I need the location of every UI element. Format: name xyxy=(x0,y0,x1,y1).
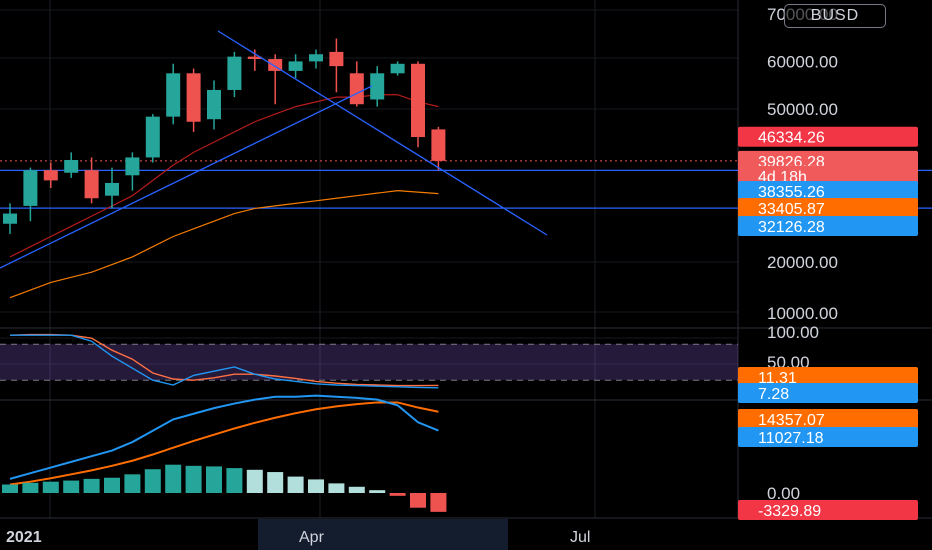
trendlines xyxy=(0,30,548,269)
x-tick-label: Jul xyxy=(570,529,590,546)
x-tick-label: Apr xyxy=(299,529,325,546)
histogram-bar xyxy=(42,481,59,493)
macd-y-tick: 0.00 xyxy=(767,484,800,503)
histogram-bar xyxy=(144,469,161,493)
price-badge: 33405.87 xyxy=(758,201,825,218)
price-badge: 46334.26 xyxy=(758,130,825,147)
price-badge-bg xyxy=(738,198,918,218)
y-tick-label: 10000.00 xyxy=(767,304,838,323)
histogram-bar xyxy=(348,486,365,493)
price-badge-bg xyxy=(738,181,918,201)
price-badge-bg xyxy=(738,126,918,147)
histogram-bar xyxy=(267,472,284,493)
macd-badge: 11027.18 xyxy=(758,430,824,447)
price-badge-bg xyxy=(738,216,918,236)
histogram-bar xyxy=(410,493,426,508)
macd-line xyxy=(9,394,439,480)
candle-body xyxy=(329,51,344,67)
histogram-bar xyxy=(389,493,406,496)
histogram-bar xyxy=(328,483,345,493)
candle-body xyxy=(268,59,283,71)
price-badge: 38355.26 xyxy=(758,184,825,201)
macd-histogram xyxy=(2,464,447,512)
candle-body xyxy=(370,73,385,100)
candle-body xyxy=(145,116,160,158)
histogram-bar xyxy=(83,478,100,493)
candle-body xyxy=(84,170,99,199)
x-axis: 2021 Apr Jul xyxy=(6,519,590,550)
ascending-trendline xyxy=(0,85,373,269)
stochastic-badge: 11.31 xyxy=(758,370,797,387)
macd-badge-bg xyxy=(738,409,918,429)
histogram-bar xyxy=(308,479,324,493)
descending-trendline xyxy=(217,30,548,236)
macd-badge: 14357.07 xyxy=(758,412,825,429)
macd-badge-bg xyxy=(738,500,918,520)
indicator-lines xyxy=(0,94,932,486)
candle-body xyxy=(105,182,119,196)
candle-body xyxy=(166,73,181,117)
price-badge-bg xyxy=(738,165,918,186)
candle-body xyxy=(125,157,140,176)
candle-body xyxy=(23,170,38,206)
y-tick-label: 20000.00 xyxy=(767,253,838,272)
candle-body xyxy=(64,160,79,173)
x-tick-label: 2021 xyxy=(6,529,42,546)
candle-body xyxy=(207,89,221,120)
candle-body xyxy=(3,213,17,224)
candle-body xyxy=(309,54,323,62)
stochastic-badge-bg xyxy=(738,383,918,403)
price-badge: 32126.28 xyxy=(758,219,825,236)
histogram-bar xyxy=(63,480,80,493)
histogram-bar xyxy=(2,484,18,493)
candle-body xyxy=(186,73,201,122)
moving-average-fast xyxy=(9,94,439,258)
candle-body xyxy=(227,56,242,90)
histogram-bar xyxy=(287,476,304,493)
candle-body xyxy=(411,63,425,138)
macd-badge-bg xyxy=(738,427,918,447)
candle-body xyxy=(43,170,58,181)
histogram-bar xyxy=(206,466,222,493)
stochastic-d-line xyxy=(9,333,439,387)
grid xyxy=(0,0,738,518)
stochastic-y-tick: 100.00 xyxy=(767,323,819,342)
candle-body xyxy=(431,129,446,161)
histogram-bar xyxy=(124,474,141,493)
candle-body xyxy=(247,56,262,60)
histogram-bar xyxy=(246,469,263,493)
candles xyxy=(3,38,446,234)
stochastic-badge: 7.28 xyxy=(758,386,789,403)
candle-body xyxy=(288,61,303,71)
histogram-bar xyxy=(104,477,120,493)
y-tick-label: 50000.00 xyxy=(767,100,838,119)
histogram-bar xyxy=(430,493,447,512)
histogram-bar xyxy=(369,490,386,493)
histogram-bar xyxy=(22,482,39,493)
candle-body xyxy=(390,63,405,74)
histogram-bar xyxy=(226,468,243,493)
stochastic-badge-bg xyxy=(738,367,918,387)
symbol-label[interactable]: BUSD xyxy=(784,4,886,28)
histogram-bar xyxy=(165,464,182,493)
macd-signal-line xyxy=(9,401,439,486)
stochastic-k-line xyxy=(10,334,439,389)
macd-badge: -3329.89 xyxy=(758,503,821,520)
histogram-bar xyxy=(185,465,202,493)
x-axis-highlight xyxy=(258,519,508,550)
moving-average-slow xyxy=(9,189,439,299)
y-tick-label: 60000.00 xyxy=(767,52,838,71)
candle-body xyxy=(349,73,364,105)
